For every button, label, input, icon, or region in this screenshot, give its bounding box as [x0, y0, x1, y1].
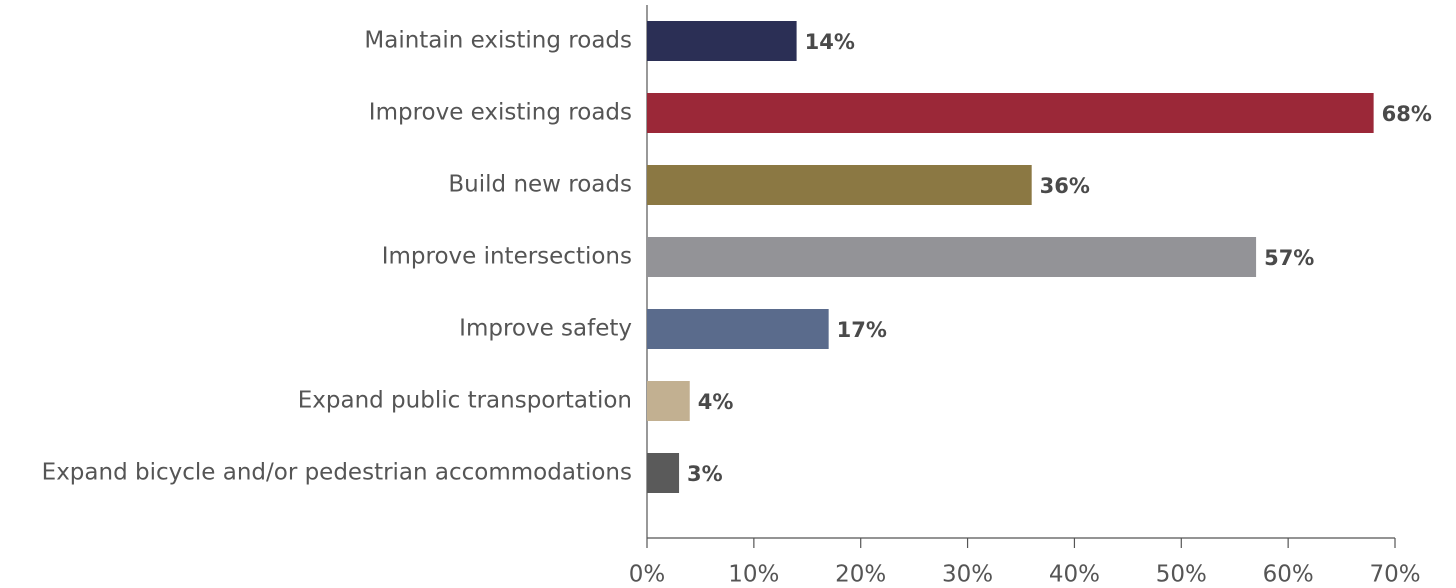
bar — [647, 309, 829, 349]
value-label: 3% — [687, 462, 723, 486]
bar — [647, 21, 797, 61]
category-label: Maintain existing roads — [364, 28, 632, 54]
category-label: Improve safety — [459, 316, 632, 342]
value-label: 57% — [1264, 246, 1314, 270]
category-label: Expand bicycle and/or pedestrian accommo… — [42, 460, 632, 486]
category-label: Improve intersections — [382, 244, 632, 270]
category-label: Expand public transportation — [298, 388, 632, 414]
x-tick-label: 60% — [1263, 562, 1314, 588]
value-label: 14% — [805, 30, 855, 54]
x-tick-label: 20% — [835, 562, 886, 588]
x-tick-label: 30% — [942, 562, 993, 588]
x-tick-label: 70% — [1369, 562, 1420, 588]
category-label: Improve existing roads — [369, 100, 632, 126]
value-label: 68% — [1382, 102, 1432, 126]
value-label: 17% — [837, 318, 887, 342]
value-label: 4% — [698, 390, 734, 414]
x-tick-label: 0% — [629, 562, 666, 588]
x-tick-label: 40% — [1049, 562, 1100, 588]
bar — [647, 165, 1032, 205]
value-label: 36% — [1040, 174, 1090, 198]
bar — [647, 453, 680, 493]
x-tick-label: 50% — [1156, 562, 1207, 588]
x-tick-label: 10% — [728, 562, 779, 588]
bar — [647, 237, 1257, 277]
bar — [647, 381, 690, 421]
category-label: Build new roads — [448, 172, 632, 198]
bar — [647, 93, 1374, 133]
